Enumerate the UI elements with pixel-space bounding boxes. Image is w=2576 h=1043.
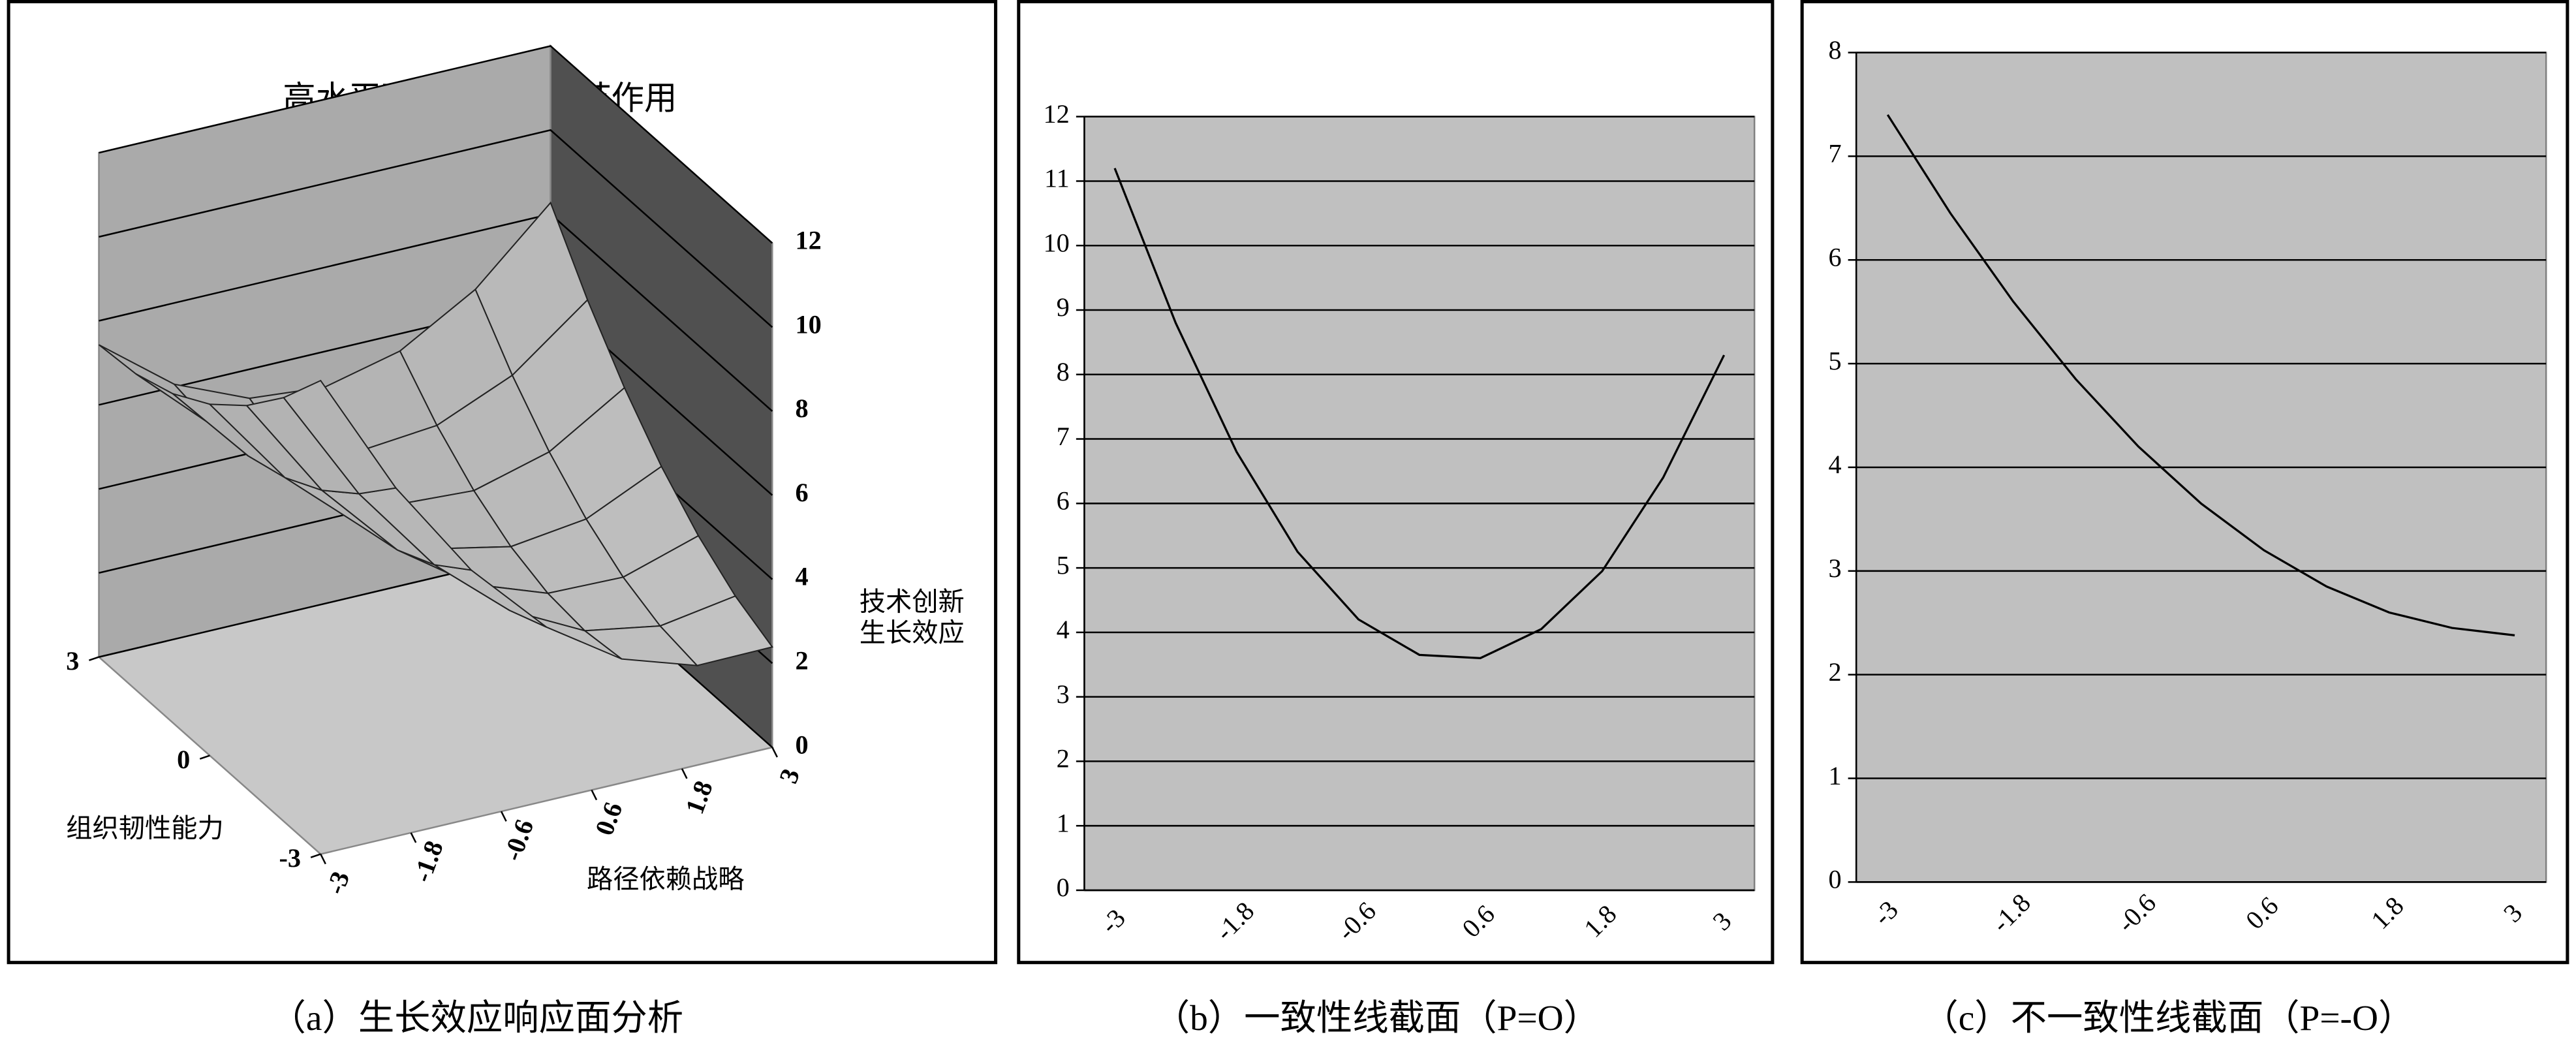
y-tick-label: 5 [1828, 346, 1841, 375]
line [1113, 168, 1726, 660]
x-tick-label: -3 [320, 867, 356, 898]
x-tick-label: -3 [1094, 903, 1131, 940]
x-tick-label: -0.6 [1331, 896, 1382, 946]
y-tick-label: 1 [1057, 808, 1070, 837]
x-tick [771, 747, 778, 758]
y-tick-label: 8 [1057, 357, 1070, 386]
x-tick-label: -0.6 [497, 815, 539, 864]
x-tick-label: 3 [2498, 898, 2528, 928]
y-tick-label: 4 [1057, 615, 1070, 644]
x-tick-label: 0.6 [1456, 899, 1500, 943]
grid-line [99, 45, 773, 244]
z-tick-label: 4 [796, 562, 809, 591]
y-tick-label: 0 [1828, 865, 1841, 894]
y-tick-label: 8 [1828, 35, 1841, 65]
y-tick-label: 2 [1057, 744, 1070, 773]
y-tick-label: 10 [1044, 228, 1070, 257]
caption: （b）一致性线截面（P=O） [1154, 998, 1600, 1038]
y-tick-label: 3 [1828, 553, 1841, 583]
caption: （c）不一致性线截面（P=-O） [1922, 998, 2414, 1038]
z-axis-label: 技术创新 [860, 587, 965, 616]
x-tick-label: 1.8 [2365, 891, 2409, 935]
y-tick-label: 3 [66, 646, 79, 676]
y-tick-label: 6 [1057, 486, 1070, 516]
surface-cell [283, 379, 397, 495]
x-tick [591, 789, 598, 801]
y-tick [310, 853, 321, 858]
y-tick-label: 1 [1828, 761, 1841, 790]
y-tick-label: 12 [1044, 99, 1070, 129]
x-tick [500, 811, 507, 822]
x-tick-label: 0.6 [2240, 891, 2284, 935]
y-tick-label: 11 [1044, 164, 1070, 193]
x-tick-label: 1.8 [1578, 899, 1622, 943]
z-tick-label: 8 [796, 394, 809, 423]
y-tick-label: 7 [1828, 139, 1841, 168]
x-tick-label: 1.8 [679, 777, 718, 818]
x-tick-label: -0.6 [2111, 888, 2162, 938]
x-tick-label: 3 [1707, 906, 1737, 936]
y-tick [89, 656, 99, 661]
y-tick-label: 9 [1057, 292, 1070, 322]
y-tick-label: 4 [1828, 450, 1841, 479]
panel-frame [7, 0, 998, 965]
x-tick-label: -3 [1867, 895, 1904, 931]
z-tick-label: 0 [796, 730, 809, 759]
line [1886, 114, 2515, 637]
x-axis-label: 路径依赖战略 [587, 865, 745, 894]
x-tick-label: -1.8 [1209, 896, 1260, 946]
panel-frame [1017, 0, 1775, 965]
y-axis-label: 组织韧性能力 [66, 814, 224, 843]
x-tick [320, 854, 326, 865]
x-tick-label: -1.8 [407, 837, 449, 886]
z-tick-label: 2 [796, 646, 809, 675]
caption: （a）生长效应响应面分析 [270, 998, 684, 1038]
z-tick-label: 6 [796, 478, 809, 507]
y-tick-label: 0 [1057, 873, 1070, 902]
y-tick-label: 7 [1057, 422, 1070, 451]
y-tick [199, 755, 210, 760]
grid-line [99, 129, 773, 328]
y-tick-label: 0 [177, 745, 190, 774]
panel-frame [1800, 0, 2569, 965]
x-tick-label: 0.6 [589, 798, 628, 839]
x-tick [410, 832, 417, 843]
y-tick-label: -3 [279, 843, 302, 873]
z-tick-label: 12 [796, 226, 822, 255]
y-tick-label: 3 [1057, 679, 1070, 709]
y-tick-label: 2 [1828, 657, 1841, 687]
y-tick-label: 5 [1057, 550, 1070, 580]
z-axis-label: 生长效应 [860, 618, 965, 647]
z-tick-label: 10 [796, 309, 822, 339]
y-tick-label: 6 [1828, 242, 1841, 272]
x-tick-label: 3 [773, 765, 805, 787]
x-tick [681, 768, 688, 779]
x-tick-label: -1.8 [1986, 888, 2036, 938]
